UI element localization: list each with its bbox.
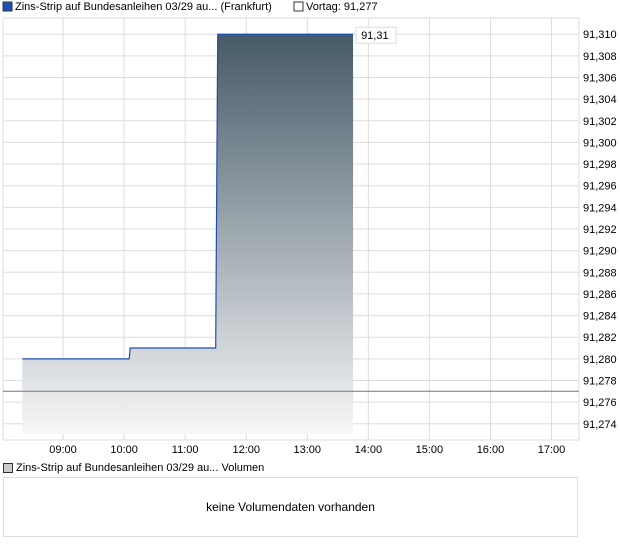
x-tick-label: 11:00 [172, 444, 199, 456]
y-tick-label: 91,308 [583, 51, 617, 63]
y-tick-label: 91,302 [583, 116, 617, 128]
legend: Zins-Strip auf Bundesanleihen 03/29 au..… [2, 1, 378, 13]
y-tick-label: 91,276 [583, 397, 617, 409]
legend-swatch-series [2, 1, 13, 12]
y-tick-label: 91,288 [583, 267, 617, 279]
y-tick-label: 91,278 [583, 375, 617, 387]
y-tick-label: 91,298 [583, 159, 617, 171]
price-chart: Zins-Strip auf Bundesanleihen 03/29 au..… [2, 1, 617, 456]
volume-panel: keine Volumendaten vorhanden [3, 477, 578, 537]
volume-legend-label: Zins-Strip auf Bundesanleihen 03/29 au..… [16, 462, 265, 474]
volume-empty-message: keine Volumendaten vorhanden [206, 500, 375, 514]
y-tick-label: 91,292 [583, 224, 617, 236]
series-area [22, 34, 354, 434]
y-tick-label: 91,274 [583, 419, 617, 431]
y-tick-label: 91,310 [583, 29, 617, 41]
x-tick-label: 09:00 [49, 444, 77, 456]
y-tick-label: 91,294 [583, 202, 617, 214]
last-value-label: 91,31 [361, 30, 389, 42]
y-tick-label: 91,290 [583, 246, 617, 258]
volume-legend-swatch [3, 463, 13, 473]
legend-vortag-label: Vortag: 91,277 [306, 1, 378, 13]
y-tick-label: 91,280 [583, 354, 617, 366]
y-tick-label: 91,286 [583, 289, 617, 301]
volume-legend: Zins-Strip auf Bundesanleihen 03/29 au..… [3, 462, 264, 474]
legend-swatch-vortag [293, 1, 304, 12]
y-tick-label: 91,284 [583, 311, 617, 323]
y-tick-label: 91,304 [583, 94, 617, 106]
series-line [22, 33, 354, 360]
x-tick-label: 13:00 [294, 444, 322, 456]
y-tick-label: 91,282 [583, 332, 617, 344]
x-tick-label: 16:00 [477, 444, 505, 456]
y-tick-label: 91,300 [583, 137, 617, 149]
x-tick-label: 12:00 [232, 444, 260, 456]
x-tick-label: 15:00 [416, 444, 444, 456]
last-value-box [355, 26, 397, 44]
y-tick-label: 91,296 [583, 181, 617, 193]
y-tick-label: 91,306 [583, 73, 617, 85]
x-tick-label: 14:00 [355, 444, 383, 456]
legend-series-label: Zins-Strip auf Bundesanleihen 03/29 au..… [15, 1, 272, 13]
x-tick-label: 17:00 [538, 444, 566, 456]
x-tick-label: 10:00 [110, 444, 138, 456]
